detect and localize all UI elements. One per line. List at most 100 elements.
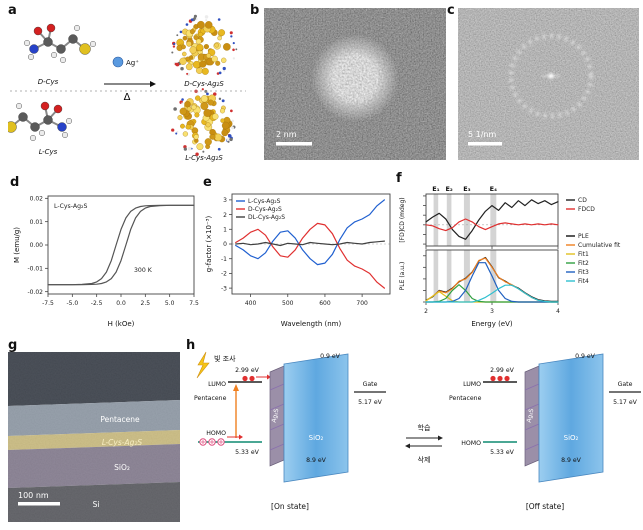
chart-text: E₄ — [490, 185, 497, 193]
chart-text: DL-Cys-Ag₂S — [248, 214, 285, 221]
chart-text: -3 — [221, 285, 227, 292]
lumo-energy-label: 2.99 eV — [490, 367, 515, 374]
learn-erase-arrows: 학습 삭제 — [405, 423, 443, 464]
on-state-diagram: 빛 조사 2.99 eV LUMO Pentacene HOMO — [194, 351, 386, 511]
arrowhead-icon — [438, 435, 443, 441]
energy-band — [490, 194, 497, 246]
panel-b-label: b — [250, 3, 260, 18]
series-CD — [425, 199, 559, 240]
hatch-line — [524, 383, 540, 391]
chart-text: 700 — [356, 300, 368, 307]
hatch-line — [269, 423, 285, 431]
light-label: 빛 조사 — [214, 354, 236, 363]
texture-overlay — [8, 352, 180, 522]
arrowhead-icon — [405, 443, 410, 449]
on-state-caption: [On state] — [271, 502, 309, 511]
arrowhead-icon — [267, 374, 271, 380]
energy-band — [446, 194, 452, 246]
x-axis-label: H (kOe) — [108, 320, 135, 328]
chart-text: Fit4 — [578, 278, 589, 285]
hatch-line — [524, 403, 540, 411]
gate-label: Gate — [618, 381, 633, 388]
y-axis-label: g-factor (×10⁻³) — [205, 216, 213, 273]
sio2-energy-label: 8.9 eV — [306, 457, 327, 464]
barrier-energy-label: 0.9 eV — [320, 353, 341, 360]
chart-text: 500 — [282, 300, 294, 307]
panel-d-label: d — [10, 175, 20, 190]
chart-text: -0.02 — [27, 289, 43, 296]
diffraction-ring — [508, 33, 594, 119]
scale-label: 100 nm — [18, 491, 49, 500]
chart-text: 4 — [556, 308, 560, 315]
chart-text: E₂ — [445, 185, 452, 193]
hole-icons — [199, 438, 225, 446]
panel-d-magnetization-chart: -7.5 -5.0 -2.5 0.0 2.5 5.0 7.5 -0.02 -0.01 0.00 0.… — [13, 196, 199, 328]
d-cys-label: D-Cys — [38, 78, 59, 86]
gate-energy-label: 5.17 eV — [358, 399, 383, 406]
panel-g-label: g — [8, 338, 18, 353]
pentacene-label: Pentacene — [194, 395, 227, 402]
d-cys-ag2s-nanoparticle — [171, 14, 238, 77]
sio2-slab — [538, 353, 604, 483]
si-label: Si — [93, 500, 100, 509]
panel-c-label: c — [447, 3, 455, 18]
chart-text: 7.5 — [189, 300, 199, 307]
l-product-label: L-Cys-Ag₂S — [185, 154, 223, 162]
electron-icon — [249, 375, 255, 382]
trapped-electron-icon — [490, 375, 496, 382]
plot-area: 400 500 600 700 -3 -2 -1 0 1 2 3 L-Cys-Ag₂SD-Cys-Ag… — [221, 193, 391, 307]
chart-text: PLE — [578, 233, 589, 240]
chart-text: E₃ — [463, 185, 470, 193]
chart-text: 0.01 — [30, 219, 44, 226]
gate-label: Gate — [363, 381, 378, 388]
energy-band — [490, 250, 497, 302]
light-bolt-icon — [196, 351, 210, 379]
lumo-label: LUMO — [463, 381, 481, 388]
cd-plot-area: E₁ E₂ E₃ E₄ CD FDCD — [423, 185, 595, 249]
scale-label: 5 1/nm — [468, 130, 496, 139]
hatch-line — [269, 443, 285, 451]
ple-plot-area: 2 3 4 PLE Cumulative fit Fit1 Fit2 Fit3 Fit4 — [423, 233, 621, 315]
chart-text: Fit1 — [578, 251, 589, 258]
chart-text: L-Cys-Ag₂S — [248, 198, 281, 205]
chart-text: 1 — [223, 226, 227, 233]
hatch-line — [524, 443, 540, 451]
learn-label: 학습 — [418, 423, 431, 432]
chart-text: -2 — [221, 271, 227, 278]
off-state-diagram: 2.99 eV LUMO Pentacene HOMO 5.33 eV Ag₂S… — [449, 353, 641, 511]
panel-b-tem-image: 2 nm — [264, 8, 446, 160]
arrowhead-icon — [233, 384, 239, 391]
barrier-energy-label: 0.9 eV — [575, 353, 596, 360]
erase-label: 삭제 — [418, 455, 431, 464]
silver-ion-label: Ag⁺ — [126, 59, 139, 67]
chart-text: 600 — [319, 300, 331, 307]
chart-text: 0.02 — [30, 196, 44, 203]
sample-annotation: L-Cys-Ag₂S — [54, 203, 88, 210]
chart-text: 0 — [223, 241, 227, 248]
chart-text: E₁ — [432, 185, 439, 193]
y-axis-label: M (emu/g) — [13, 227, 21, 263]
series-DL-Cys-Ag2S — [235, 240, 385, 247]
delta-heat-label: Δ — [124, 92, 131, 103]
fft-background — [458, 8, 639, 160]
panel-h-band-diagrams: 빛 조사 2.99 eV LUMO Pentacene HOMO — [194, 351, 641, 511]
homo-energy-label: 5.33 eV — [235, 449, 260, 456]
panel-c-fft-image: 5 1/nm — [458, 8, 639, 160]
chart-text: -5.0 — [66, 300, 78, 307]
panel-f-cd-ple-chart: E₁ E₂ E₃ E₄ CD FDCD 2 3 4 PLE Cumulative fit Fit1 F… — [399, 185, 621, 328]
chart-text: 5.0 — [165, 300, 175, 307]
pentacene-label: Pentacene — [449, 395, 482, 402]
energy-band — [433, 250, 439, 302]
panel-g-cross-section: Pentacene L-Cys-Ag₂S SiO₂ Si 100 nm — [8, 352, 180, 522]
hatch-line — [269, 383, 285, 391]
series-L-Cys-Ag2S — [235, 199, 385, 266]
x-axis-label: Energy (eV) — [471, 320, 513, 328]
series-sweep-up — [47, 204, 195, 286]
energy-band — [433, 194, 439, 246]
d-product-label: D-Cys-Ag₂S — [184, 80, 224, 88]
series-sweep-down — [47, 204, 195, 286]
sio2-slab — [283, 353, 349, 483]
d-cys-molecule — [24, 23, 96, 64]
series-Fit4 — [425, 284, 559, 303]
x-axis-label: Wavelength (nm) — [281, 320, 342, 328]
